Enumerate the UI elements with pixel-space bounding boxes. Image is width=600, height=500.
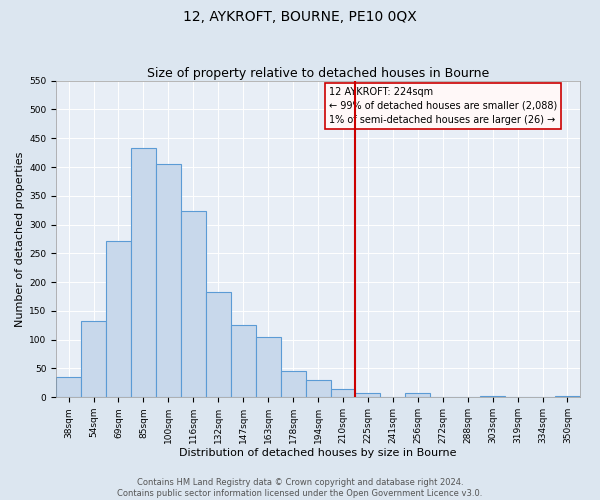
Bar — [355, 393, 380, 397]
Text: Contains HM Land Registry data © Crown copyright and database right 2024.
Contai: Contains HM Land Registry data © Crown c… — [118, 478, 482, 498]
Bar — [106, 240, 131, 397]
X-axis label: Distribution of detached houses by size in Bourne: Distribution of detached houses by size … — [179, 448, 457, 458]
Bar — [206, 292, 231, 397]
Bar — [406, 392, 430, 397]
Bar — [181, 212, 206, 397]
Bar — [131, 148, 156, 397]
Bar — [555, 396, 580, 397]
Bar — [81, 320, 106, 397]
Bar — [281, 371, 305, 397]
Bar — [480, 396, 505, 397]
Bar — [231, 326, 256, 397]
Title: Size of property relative to detached houses in Bourne: Size of property relative to detached ho… — [147, 66, 489, 80]
Y-axis label: Number of detached properties: Number of detached properties — [15, 152, 25, 326]
Bar — [56, 377, 81, 397]
Bar — [256, 338, 281, 397]
Bar — [305, 380, 331, 397]
Bar — [156, 164, 181, 397]
Text: 12, AYKROFT, BOURNE, PE10 0QX: 12, AYKROFT, BOURNE, PE10 0QX — [183, 10, 417, 24]
Bar — [331, 388, 355, 397]
Text: 12 AYKROFT: 224sqm
← 99% of detached houses are smaller (2,088)
1% of semi-detac: 12 AYKROFT: 224sqm ← 99% of detached hou… — [329, 87, 557, 125]
